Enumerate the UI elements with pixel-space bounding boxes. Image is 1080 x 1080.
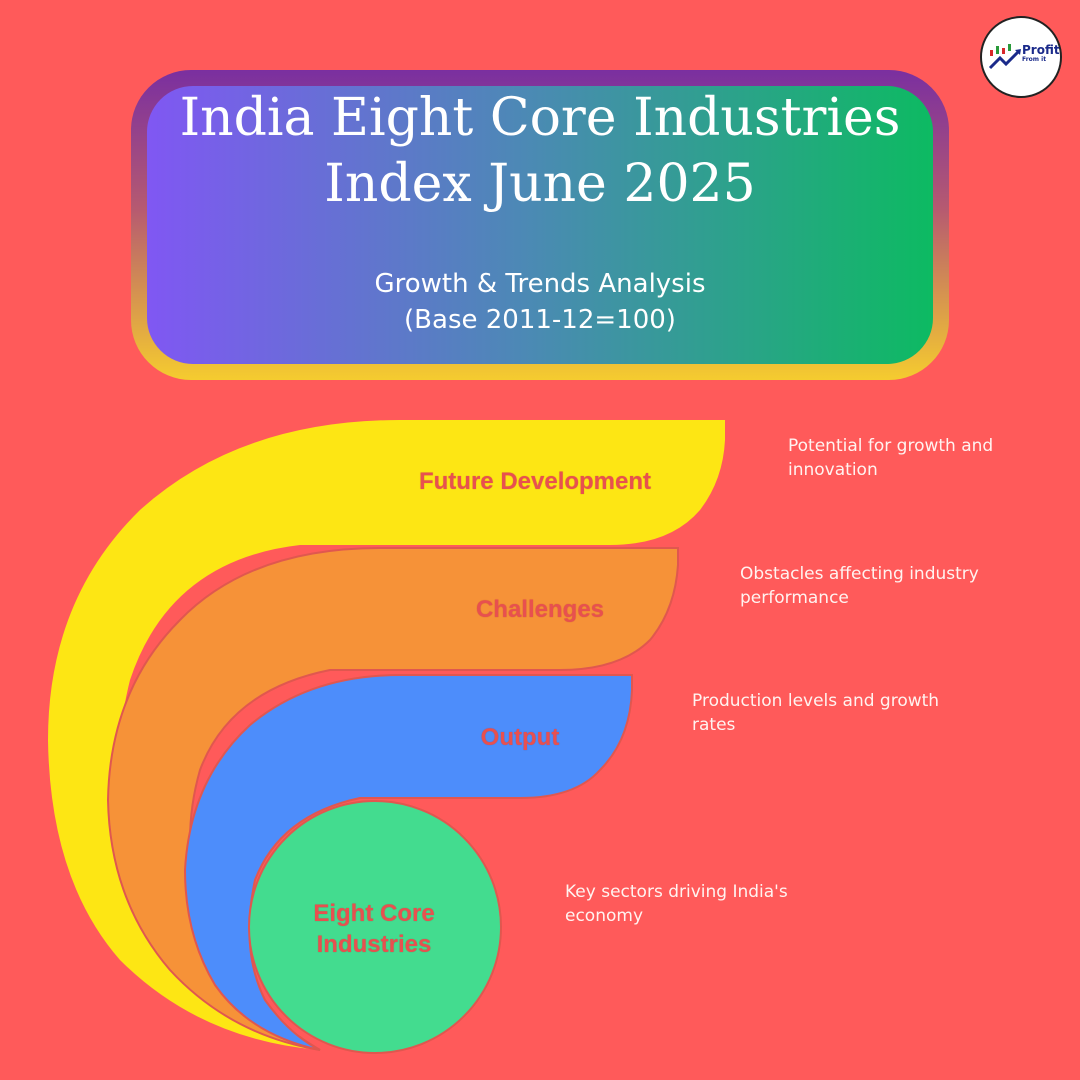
logo-tagline: From it — [1022, 56, 1047, 63]
description-eight-core-industries: Key sectors driving India's economy — [565, 882, 788, 926]
title-card — [147, 86, 933, 364]
page-subtitle: Growth & Trends Analysis (Base 2011-12=1… — [0, 266, 1080, 338]
description-challenges: Obstacles affecting industry performance — [740, 564, 979, 608]
page-title: India Eight Core Industries Index June 2… — [0, 85, 1080, 217]
layer-shape-output — [183, 674, 633, 1051]
label-eight-core-industries: Eight Core Industries — [313, 900, 435, 958]
label-future-development: Future Development — [418, 468, 652, 495]
brand-logo: Profit From it — [980, 16, 1062, 98]
title-line-2: Index June 2025 — [324, 154, 756, 214]
title-line-1: India Eight Core Industries — [179, 88, 901, 148]
logo-name: Profit — [1022, 43, 1060, 57]
subtitle-line-1: Growth & Trends Analysis — [374, 269, 706, 299]
label-challenges: Challenges — [475, 596, 605, 623]
description-output: Production levels and growth rates — [692, 691, 940, 735]
growth-chart-arrow-icon — [988, 44, 1021, 70]
label-output: Output — [480, 724, 560, 751]
subtitle-line-2: (Base 2011-12=100) — [404, 305, 676, 335]
layer-shape-eight-core-industries — [248, 800, 502, 1054]
layer-shape-future-development — [48, 420, 725, 1050]
description-future-development: Potential for growth and innovation — [788, 436, 994, 480]
